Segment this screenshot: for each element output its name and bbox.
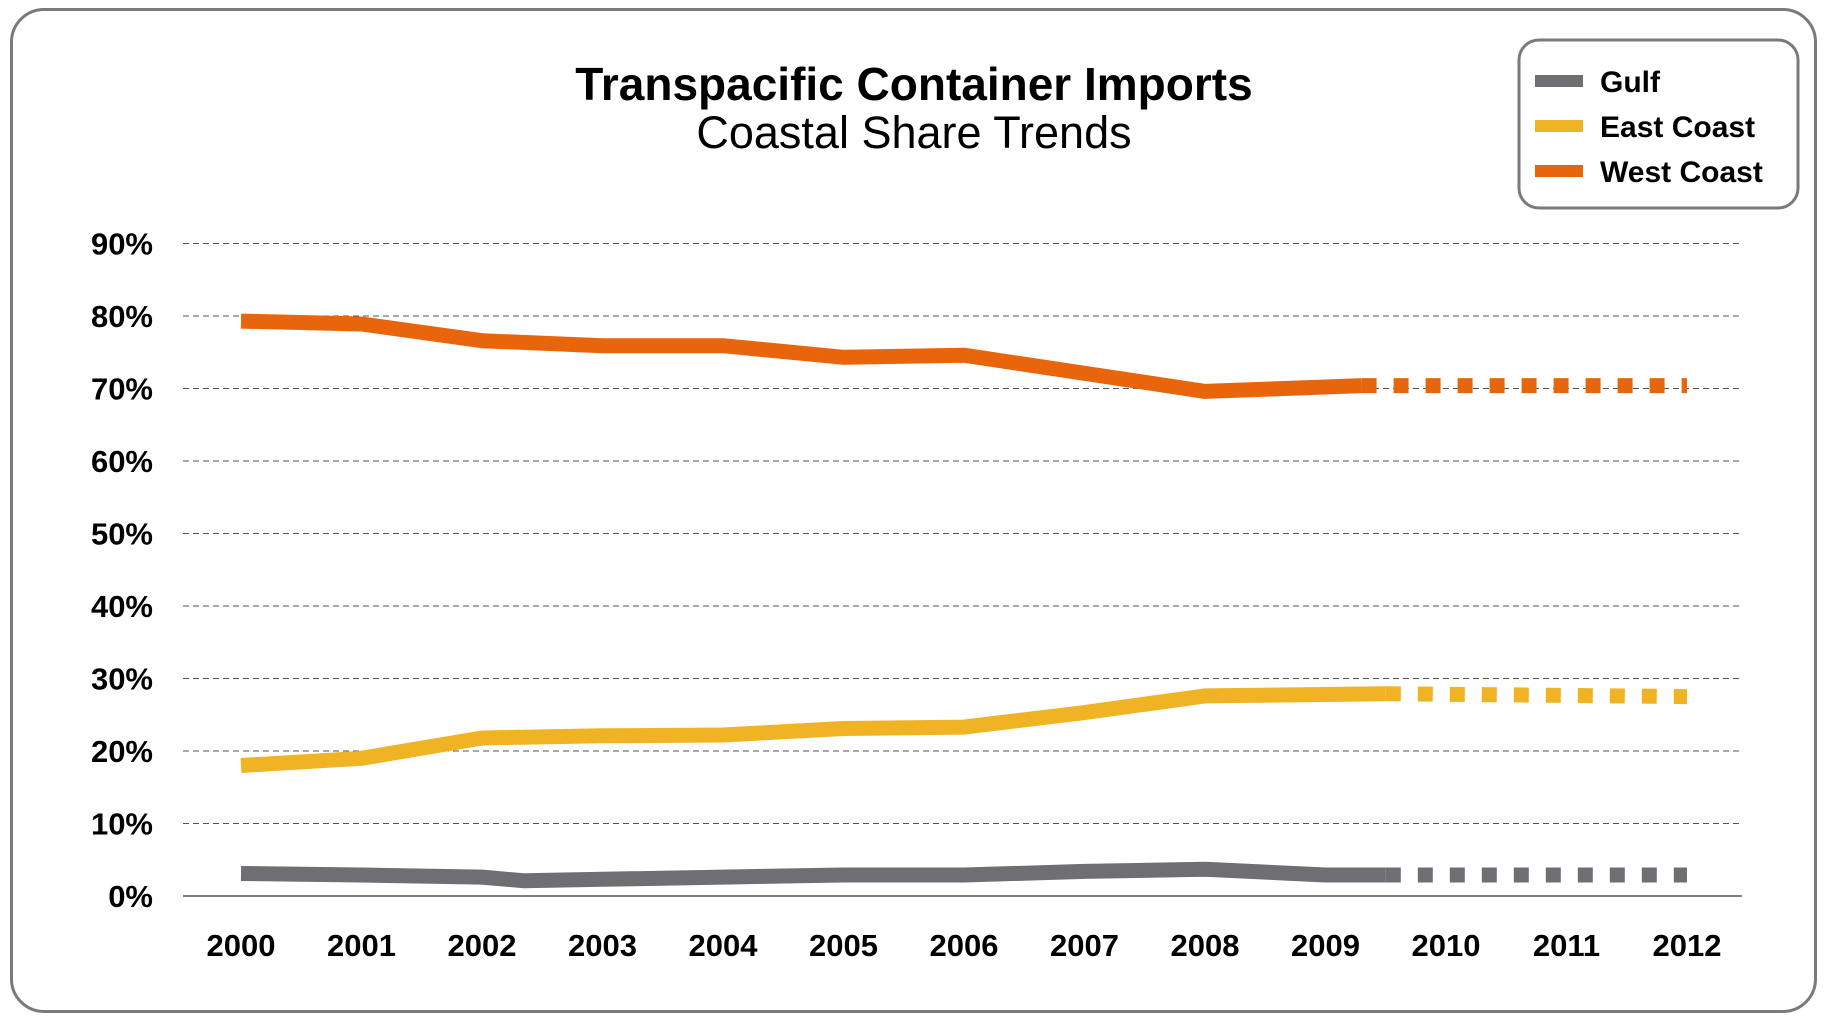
chart-subtitle: Coastal Share Trends (696, 107, 1131, 158)
legend: Gulf East Coast West Coast (1517, 38, 1800, 210)
legend-box (1517, 38, 1800, 210)
x-tick-label: 2008 (1171, 928, 1240, 963)
x-tick-label: 2006 (930, 928, 999, 963)
x-tick-label: 2007 (1050, 928, 1119, 963)
series-gulf-actual (240, 861, 1386, 889)
y-axis: 0% 10% 20% 30% 40% 50% 60% 70% 80% 90% (91, 227, 153, 915)
x-tick-label: 2011 (1533, 928, 1600, 963)
x-tick-label: 2001 (327, 928, 396, 963)
x-tick-label: 2012 (1653, 928, 1722, 963)
y-tick-label: 10% (91, 807, 153, 842)
legend-label-east-coast: East Coast (1600, 111, 1755, 144)
chart-title: Transpacific Container Imports (575, 58, 1252, 110)
series-east-coast-projected (1385, 686, 1688, 705)
x-tick-label: 2000 (207, 928, 276, 963)
series-lines (240, 313, 1688, 889)
grid-lines (183, 243, 1742, 897)
x-tick-label: 2009 (1291, 928, 1360, 963)
x-tick-label: 2005 (809, 928, 878, 963)
y-tick-label: 90% (91, 227, 153, 262)
x-tick-label: 2010 (1412, 928, 1481, 963)
chart-frame (10, 8, 1817, 1013)
y-tick-label: 60% (91, 444, 153, 479)
y-tick-label: 30% (91, 662, 153, 697)
legend-label-west-coast: West Coast (1600, 156, 1763, 189)
x-tick-label: 2003 (568, 928, 637, 963)
y-tick-label: 80% (91, 299, 153, 334)
legend-label-gulf: Gulf (1600, 66, 1661, 99)
x-tick-label: 2004 (689, 928, 759, 963)
y-tick-label: 20% (91, 734, 153, 769)
y-tick-label: 50% (91, 517, 153, 552)
series-west-coast-actual (240, 313, 1362, 399)
y-tick-label: 70% (91, 372, 153, 407)
x-axis: 2000 2001 2002 2003 2004 2005 2006 2007 2008 2009… (207, 928, 1722, 963)
x-tick-label: 2002 (448, 928, 517, 963)
y-tick-label: 40% (91, 589, 153, 624)
series-east-coast-actual (240, 686, 1386, 773)
y-tick-label: 0% (108, 879, 153, 914)
